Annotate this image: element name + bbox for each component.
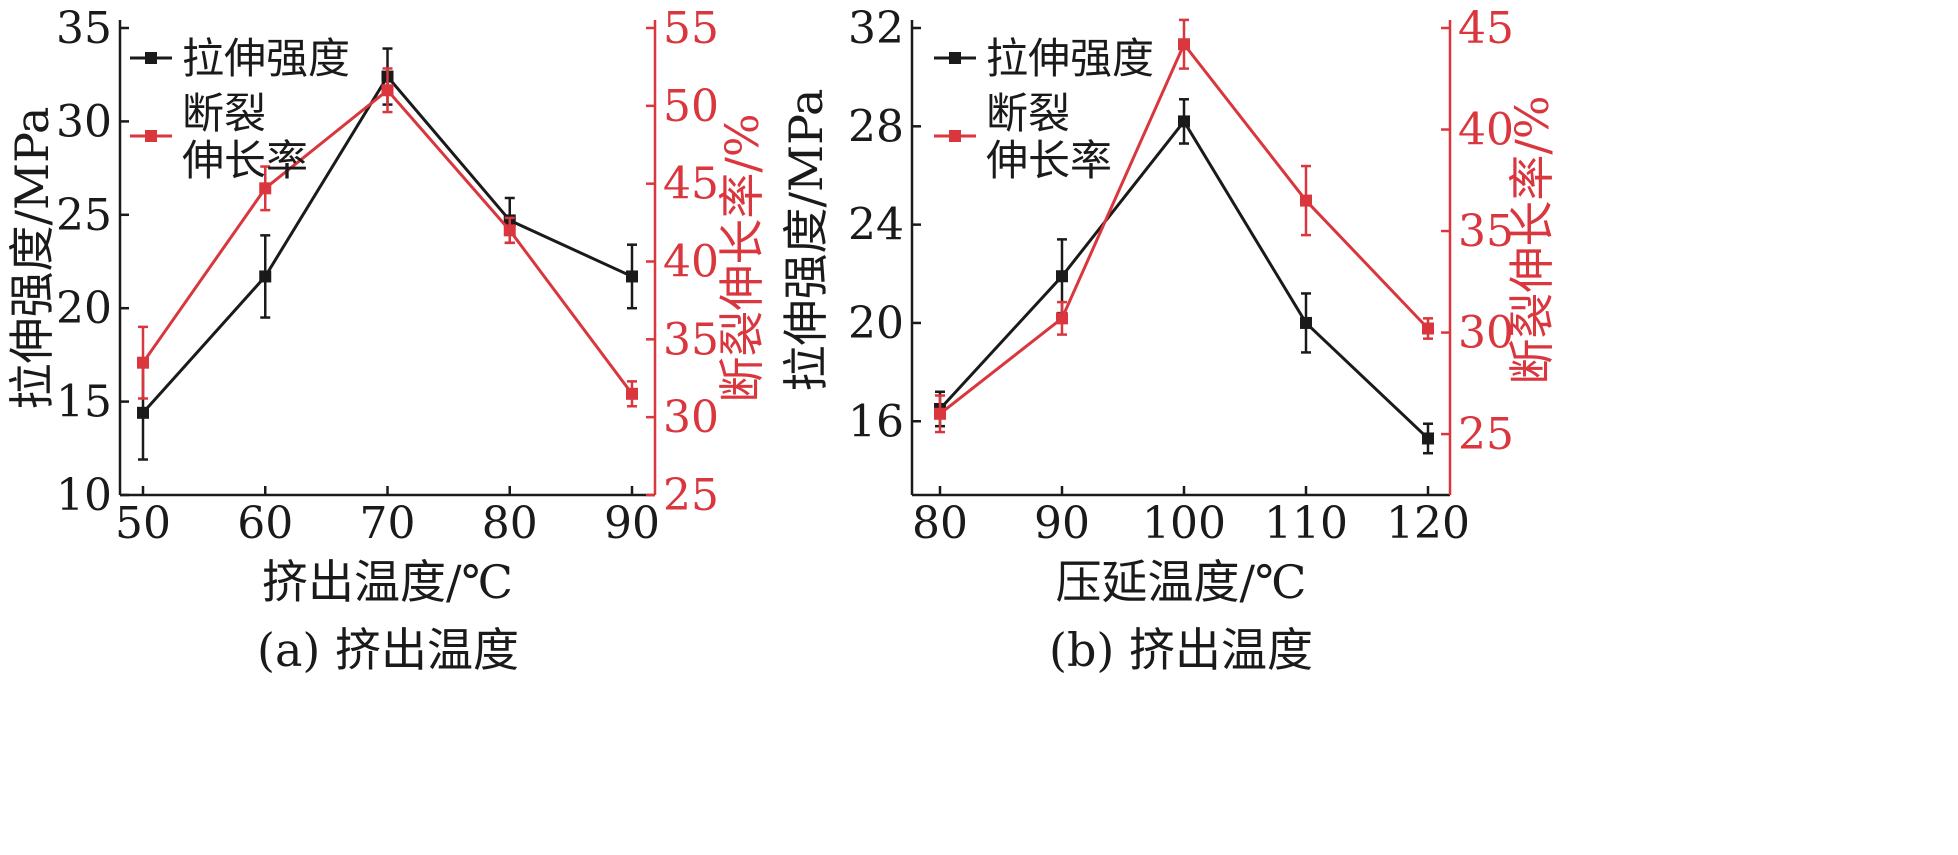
x-tick-label: 100 bbox=[1142, 498, 1226, 549]
data-point bbox=[626, 387, 638, 400]
data-point bbox=[1300, 316, 1312, 329]
y-left-axis-label: 拉伸强度/MPa bbox=[5, 107, 59, 410]
x-tick-label: 90 bbox=[1034, 498, 1090, 549]
data-point bbox=[381, 84, 394, 97]
y-left-tick-label: 30 bbox=[56, 96, 112, 147]
y-left-tick-label: 15 bbox=[56, 377, 112, 428]
y-right-tick-label: 40 bbox=[1458, 105, 1514, 156]
x-axis-label: 挤出温度/℃ bbox=[262, 555, 513, 609]
y-right-tick-label: 50 bbox=[663, 81, 719, 132]
panel-caption: (b) 挤出温度 bbox=[1049, 623, 1313, 677]
data-point bbox=[259, 182, 272, 195]
y-right-tick-label: 40 bbox=[663, 237, 719, 288]
x-tick-label: 80 bbox=[482, 498, 538, 549]
legend-marker-elongation bbox=[949, 130, 961, 142]
x-axis-label: 压延温度/℃ bbox=[1056, 555, 1307, 609]
y-left-tick-label: 20 bbox=[56, 283, 112, 334]
y-right-tick-label: 30 bbox=[663, 392, 719, 443]
legend-marker-elongation bbox=[145, 130, 157, 142]
data-point bbox=[934, 407, 946, 420]
legend-label-elongation-line2: 伸长率 bbox=[986, 136, 1112, 185]
y-right-axis-label: 断裂伸长率/% bbox=[1505, 95, 1559, 384]
data-point bbox=[1300, 194, 1312, 207]
data-point bbox=[1178, 115, 1190, 128]
legend-label-strength: 拉伸强度 bbox=[986, 34, 1154, 83]
y-left-tick-label: 10 bbox=[56, 470, 112, 521]
y-right-tick-label: 45 bbox=[1458, 3, 1514, 54]
data-point bbox=[1422, 322, 1434, 335]
legend-label-elongation-line2: 伸长率 bbox=[182, 136, 308, 185]
data-point bbox=[137, 406, 149, 419]
legend-label-elongation-line1: 断裂 bbox=[182, 89, 266, 138]
chart-panel-b: 80 90 100 110 120 16 20 24 28 32 25 30 35 40 45 压延温度/℃ 拉… bbox=[779, 3, 1559, 677]
y-left-tick-label: 24 bbox=[848, 200, 904, 251]
x-tick-label: 50 bbox=[115, 498, 171, 549]
data-point bbox=[1422, 432, 1434, 445]
y-left-tick-label: 28 bbox=[848, 101, 904, 152]
y-right-tick-label: 35 bbox=[1458, 206, 1514, 257]
x-tick-label: 120 bbox=[1386, 498, 1470, 549]
x-tick-label: 60 bbox=[237, 498, 293, 549]
y-right-tick-label: 55 bbox=[663, 3, 719, 54]
y-left-tick-label: 32 bbox=[848, 3, 904, 54]
x-tick-label: 80 bbox=[912, 498, 968, 549]
legend-label-elongation-line1: 断裂 bbox=[986, 89, 1070, 138]
y-left-tick-label: 20 bbox=[848, 298, 904, 349]
legend-marker-strength bbox=[949, 52, 961, 64]
x-tick-label: 110 bbox=[1264, 498, 1348, 549]
y-left-tick-label: 16 bbox=[848, 396, 904, 447]
y-right-tick-label: 45 bbox=[663, 159, 719, 210]
panel-caption: (a) 挤出温度 bbox=[257, 623, 519, 677]
legend-label-strength: 拉伸强度 bbox=[182, 34, 350, 83]
y-right-axis-label: 断裂伸长率/% bbox=[715, 113, 769, 402]
data-point bbox=[1056, 270, 1068, 283]
x-tick-label: 70 bbox=[360, 498, 416, 549]
data-point bbox=[259, 270, 272, 283]
data-point bbox=[503, 224, 516, 237]
y-right-tick-label: 30 bbox=[1458, 308, 1514, 359]
y-right-tick-label: 35 bbox=[663, 314, 719, 365]
y-left-tick-label: 25 bbox=[56, 190, 112, 241]
data-point bbox=[1056, 312, 1068, 325]
chart-panel-a: 50 60 70 80 90 10 15 20 25 30 35 25 30 35 40 45 50 55 挤出温度… bbox=[5, 3, 769, 677]
y-right-tick-label: 25 bbox=[663, 470, 719, 521]
x-tick-label: 90 bbox=[604, 498, 660, 549]
data-point bbox=[1178, 38, 1190, 51]
legend-marker-strength bbox=[145, 52, 157, 64]
y-left-axis-label: 拉伸强度/MPa bbox=[779, 89, 833, 392]
data-point bbox=[626, 270, 638, 283]
y-right-tick-label: 25 bbox=[1458, 409, 1514, 460]
data-point bbox=[137, 356, 149, 369]
y-left-tick-label: 35 bbox=[56, 3, 112, 54]
